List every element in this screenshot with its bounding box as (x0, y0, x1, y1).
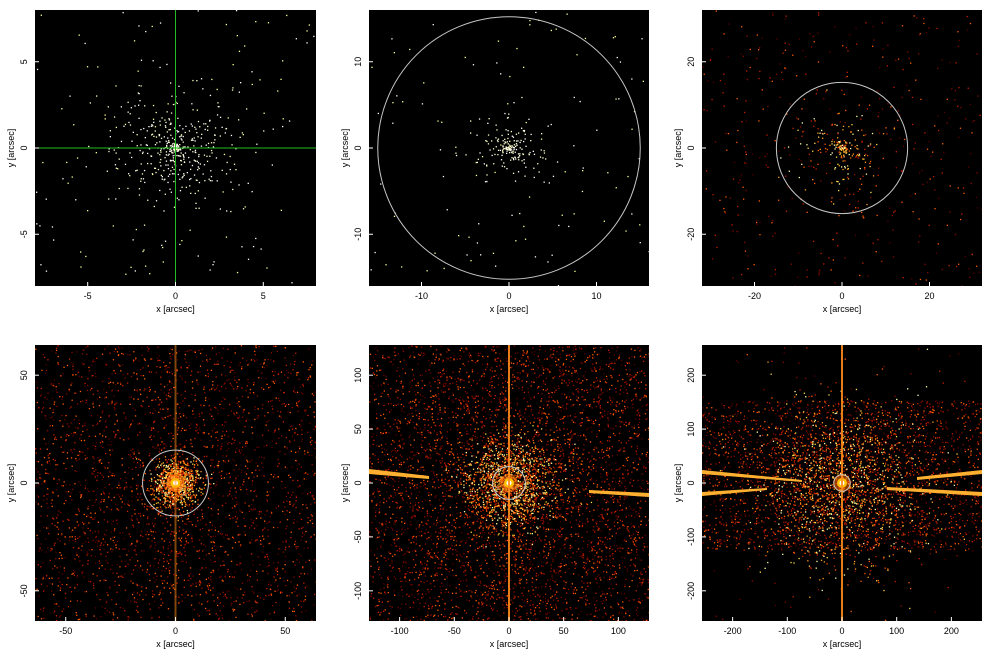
x-axis-label: x [arcsec] (156, 304, 195, 314)
photon-events (369, 345, 649, 621)
x-tick-label: 100 (611, 626, 626, 636)
photon-events (370, 11, 649, 286)
source-core (166, 345, 185, 621)
x-tick-label: 50 (559, 626, 569, 636)
y-tick-label: 0 (353, 145, 363, 150)
x-tick-label: -20 (748, 291, 761, 301)
x-tick-label: 20 (924, 291, 934, 301)
x-tick-label: 5 (261, 291, 266, 301)
y-tick-label: 50 (353, 424, 363, 434)
x-axis-label: x [arcsec] (490, 304, 529, 314)
chart-panel-3: -20 0 20 -20 0 20 x [arcsec] y [arcsec] (673, 10, 982, 314)
chart-panel-1: -5 0 5 -5 0 5 x [arcsec] y [arcsec] (6, 10, 316, 314)
y-tick-label: 200 (686, 368, 696, 383)
extraction-circle (142, 449, 209, 517)
x-tick-label: 0 (839, 291, 844, 301)
extraction-circle (377, 16, 641, 280)
x-tick-label: -10 (415, 291, 428, 301)
crosshair-overlay (35, 10, 316, 286)
x-tick-label: -200 (724, 626, 742, 636)
x-axis-label: x [arcsec] (823, 639, 862, 649)
x-tick-label: -100 (391, 626, 409, 636)
x-axis-label: x [arcsec] (823, 304, 862, 314)
y-tick-label: -100 (353, 582, 363, 600)
y-tick-label: -20 (686, 228, 696, 241)
y-axis-label: y [arcsec] (340, 464, 350, 503)
extraction-circle (775, 81, 909, 215)
x-tick-label: -100 (778, 626, 796, 636)
y-axis-label: y [arcsec] (6, 129, 16, 168)
y-tick-label: 100 (686, 422, 696, 437)
y-tick-label: -50 (19, 584, 29, 597)
chart-panel-4: -50 0 50 -50 0 50 x [arcsec] y [arcsec] (6, 345, 316, 649)
x-tick-label: 200 (944, 626, 959, 636)
photon-events (702, 347, 982, 621)
y-tick-label: -5 (19, 230, 29, 238)
x-axis-label: x [arcsec] (490, 639, 529, 649)
y-tick-label: 0 (353, 480, 363, 485)
chart-panel-5: -100 -50 0 50 100 -100 -50 0 50 100 x [arcsec] y [a… (340, 345, 649, 649)
x-tick-label: 0 (506, 626, 511, 636)
y-tick-label: 100 (353, 368, 363, 383)
source-core (369, 345, 649, 621)
y-axis-label: y [arcsec] (6, 464, 16, 503)
x-tick-label: 0 (839, 626, 844, 636)
chart-panel-2: -10 0 10 -10 0 10 x [arcsec] y [arcsec] (340, 10, 649, 314)
y-tick-label: -10 (353, 228, 363, 241)
photon-events (702, 10, 982, 286)
x-tick-label: 0 (173, 291, 178, 301)
x-tick-label: -50 (448, 626, 461, 636)
x-tick-label: -5 (84, 291, 92, 301)
y-axis-label: y [arcsec] (673, 129, 683, 168)
x-tick-label: -50 (59, 626, 72, 636)
y-tick-label: 50 (19, 370, 29, 380)
x-tick-label: 10 (591, 291, 601, 301)
x-tick-label: 0 (506, 291, 511, 301)
x-tick-label: 100 (889, 626, 904, 636)
y-tick-label: 0 (686, 145, 696, 150)
y-tick-label: 0 (686, 480, 696, 485)
x-tick-label: 50 (280, 626, 290, 636)
y-tick-label: 5 (19, 59, 29, 64)
y-axis-label: y [arcsec] (340, 129, 350, 168)
y-tick-label: 20 (686, 57, 696, 67)
chart-panel-6: -200 -100 0 100 200 -200 -100 0 100 200 x [arcsec]… (673, 345, 982, 649)
x-tick-label: 0 (173, 626, 178, 636)
y-tick-label: 10 (353, 57, 363, 67)
extraction-circle (833, 474, 851, 492)
y-axis-label: y [arcsec] (673, 464, 683, 503)
x-axis-label: x [arcsec] (156, 639, 195, 649)
y-tick-label: 0 (19, 145, 29, 150)
photon-events (35, 345, 316, 621)
y-tick-label: 0 (19, 480, 29, 485)
y-tick-label: -200 (686, 582, 696, 600)
source-core (702, 345, 982, 621)
extraction-circle (492, 466, 526, 500)
y-tick-label: -50 (353, 530, 363, 543)
y-tick-label: -100 (686, 528, 696, 546)
